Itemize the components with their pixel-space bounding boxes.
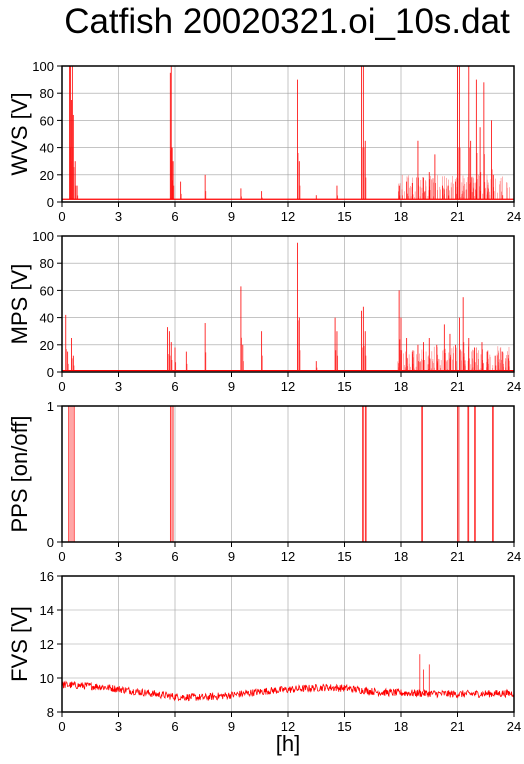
- y-tick-label: 1: [47, 399, 54, 414]
- x-tick-label: 6: [171, 549, 178, 564]
- pps-on-interval: [474, 405, 476, 543]
- pps-on-interval: [362, 405, 364, 543]
- pps-on-interval: [364, 405, 367, 543]
- x-tick-label: 6: [171, 209, 178, 224]
- x-tick-label: 18: [394, 549, 408, 564]
- y-axis-label: FVS [V]: [7, 606, 32, 682]
- y-tick-label: 60: [40, 113, 54, 128]
- x-tick-label: 0: [58, 379, 65, 394]
- x-tick-label: 18: [394, 719, 408, 734]
- y-axis-label: PPS [on/off]: [7, 415, 32, 532]
- y-axis-label: WVS [V]: [7, 92, 32, 175]
- x-tick-label: 6: [171, 719, 178, 734]
- y-tick-label: 0: [47, 535, 54, 550]
- pps-on-interval: [421, 405, 423, 543]
- y-tick-label: 40: [40, 141, 54, 156]
- pps-on-interval: [492, 405, 494, 543]
- pps-on-interval: [169, 405, 174, 543]
- x-tick-label: 9: [228, 549, 235, 564]
- y-tick-label: 20: [40, 338, 54, 353]
- x-tick-label: 9: [228, 209, 235, 224]
- x-tick-label: 3: [115, 379, 122, 394]
- pps-on-interval: [68, 405, 75, 543]
- x-tick-label: 15: [337, 549, 351, 564]
- x-tick-label: 21: [450, 549, 464, 564]
- y-tick-label: 12: [40, 637, 54, 652]
- y-tick-label: 80: [40, 86, 54, 101]
- y-tick-label: 40: [40, 311, 54, 326]
- x-tick-label: 21: [450, 719, 464, 734]
- y-axis-label: MPS [V]: [7, 264, 32, 345]
- y-tick-label: 8: [47, 705, 54, 720]
- y-tick-label: 10: [40, 671, 54, 686]
- pps-on-interval: [467, 405, 470, 543]
- x-tick-label: 24: [507, 549, 521, 564]
- y-tick-label: 100: [32, 59, 54, 74]
- x-tick-label: 9: [228, 719, 235, 734]
- x-tick-label: 24: [507, 209, 521, 224]
- x-tick-label: 18: [394, 209, 408, 224]
- x-tick-label: 12: [281, 379, 295, 394]
- y-tick-label: 20: [40, 168, 54, 183]
- x-tick-label: 21: [450, 379, 464, 394]
- x-tick-label: 3: [115, 209, 122, 224]
- x-tick-label: 9: [228, 379, 235, 394]
- x-tick-label: 24: [507, 719, 521, 734]
- x-tick-label: 6: [171, 379, 178, 394]
- y-tick-label: 100: [32, 229, 54, 244]
- x-tick-label: 3: [115, 549, 122, 564]
- x-tick-label: 3: [115, 719, 122, 734]
- x-tick-label: 12: [281, 719, 295, 734]
- y-tick-label: 60: [40, 283, 54, 298]
- y-tick-label: 16: [40, 569, 54, 584]
- x-tick-label: 0: [58, 209, 65, 224]
- y-tick-label: 0: [47, 195, 54, 210]
- pps-on-interval: [457, 405, 460, 543]
- x-tick-label: 24: [507, 379, 521, 394]
- y-tick-label: 0: [47, 365, 54, 380]
- x-axis-unit-label: [h]: [275, 731, 301, 756]
- x-tick-label: 18: [394, 379, 408, 394]
- y-tick-label: 14: [40, 603, 54, 618]
- y-tick-label: 80: [40, 256, 54, 271]
- x-tick-label: 15: [337, 209, 351, 224]
- x-tick-label: 12: [281, 209, 295, 224]
- x-tick-label: 15: [337, 719, 351, 734]
- x-tick-label: 0: [58, 549, 65, 564]
- x-tick-label: 12: [281, 549, 295, 564]
- x-tick-label: 0: [58, 719, 65, 734]
- x-tick-label: 21: [450, 209, 464, 224]
- x-tick-label: 15: [337, 379, 351, 394]
- chart-title: Catfish 20020321.oi_10s.dat: [64, 2, 510, 41]
- fvs-series-line: [61, 680, 515, 702]
